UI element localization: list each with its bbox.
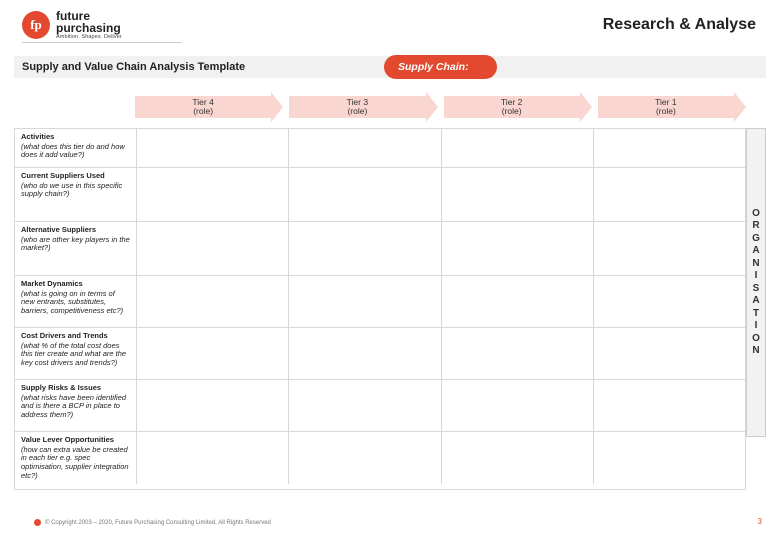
- cell[interactable]: [136, 328, 288, 379]
- copyright: © Copyright 2003 – 2020, Future Purchasi…: [34, 519, 271, 526]
- cell[interactable]: [136, 276, 288, 327]
- cell[interactable]: [441, 328, 593, 379]
- organisation-letter: O: [752, 333, 760, 346]
- logo-text: future purchasing Ambition. Shapes. Deli…: [56, 10, 122, 41]
- organisation-letter: R: [752, 220, 759, 233]
- row-label: Supply Risks & Issues (what risks have b…: [15, 380, 136, 431]
- template-title: Supply and Value Chain Analysis Template: [14, 61, 245, 73]
- row-label: Market Dynamics (what is going on in ter…: [15, 276, 136, 327]
- row-title: Market Dynamics: [21, 280, 130, 289]
- organisation-letter: G: [752, 233, 760, 246]
- cell[interactable]: [136, 432, 288, 484]
- cell[interactable]: [441, 168, 593, 221]
- organisation-letter: I: [755, 320, 758, 333]
- row-label: Cost Drivers and Trends (what % of the t…: [15, 328, 136, 379]
- row-cost-drivers: Cost Drivers and Trends (what % of the t…: [15, 328, 745, 380]
- logo-mark: fp: [22, 11, 50, 39]
- organisation-letter: T: [753, 308, 759, 321]
- organisation-letter: N: [752, 258, 759, 271]
- organisation-letter: N: [752, 345, 759, 358]
- row-label: Alternative Suppliers (who are other key…: [15, 222, 136, 275]
- organisation-letter: A: [752, 295, 759, 308]
- cell[interactable]: [288, 432, 440, 484]
- tier-sub: (role): [502, 107, 522, 116]
- page-number: 3: [758, 517, 762, 526]
- row-activities: Activities (what does this tier do and h…: [15, 129, 745, 168]
- logo-line2: purchasing: [56, 22, 122, 34]
- section-title: Research & Analyse: [603, 16, 756, 34]
- row-title: Cost Drivers and Trends: [21, 332, 130, 341]
- tier-2: Tier 2(role): [444, 92, 592, 122]
- cell[interactable]: [593, 328, 745, 379]
- header-divider: [22, 42, 182, 43]
- cell[interactable]: [593, 222, 745, 275]
- organisation-letter: S: [753, 283, 760, 296]
- row-title: Alternative Suppliers: [21, 226, 130, 235]
- row-value-levers: Value Lever Opportunities (how can extra…: [15, 432, 745, 484]
- cell[interactable]: [593, 432, 745, 484]
- row-supply-risks: Supply Risks & Issues (what risks have b…: [15, 380, 745, 432]
- cell[interactable]: [441, 276, 593, 327]
- row-desc: (how can extra value be created in each …: [21, 446, 130, 481]
- row-desc: (what risks have been identified and is …: [21, 394, 130, 420]
- cell[interactable]: [593, 276, 745, 327]
- tier-sub: (role): [347, 107, 367, 116]
- cell[interactable]: [288, 222, 440, 275]
- cell[interactable]: [441, 222, 593, 275]
- footer-divider: [14, 509, 766, 510]
- row-current-suppliers: Current Suppliers Used (who do we use in…: [15, 168, 745, 222]
- organisation-letter: A: [752, 245, 759, 258]
- cell[interactable]: [136, 129, 288, 167]
- row-desc: (what % of the total cost does this tier…: [21, 342, 130, 368]
- row-desc: (who do we use in this specific supply c…: [21, 182, 130, 199]
- row-alternative-suppliers: Alternative Suppliers (who are other key…: [15, 222, 745, 276]
- cell[interactable]: [441, 380, 593, 431]
- page: fp future purchasing Ambition. Shapes. D…: [0, 0, 780, 540]
- tier-1: Tier 1(role): [598, 92, 746, 122]
- cell[interactable]: [288, 380, 440, 431]
- cell[interactable]: [593, 168, 745, 221]
- cell[interactable]: [441, 129, 593, 167]
- row-label: Current Suppliers Used (who do we use in…: [15, 168, 136, 221]
- row-market-dynamics: Market Dynamics (what is going on in ter…: [15, 276, 745, 328]
- toolbar: Supply and Value Chain Analysis Template…: [14, 56, 766, 78]
- dot-icon: [34, 519, 41, 526]
- tier-sub: (role): [656, 107, 676, 116]
- cell[interactable]: [288, 328, 440, 379]
- tier-4: Tier 4(role): [135, 92, 283, 122]
- row-desc: (what is going on in terms of new entran…: [21, 290, 130, 316]
- tier-sub: (role): [193, 107, 213, 116]
- logo-tagline: Ambition. Shapes. Deliver: [56, 35, 122, 41]
- cell[interactable]: [288, 276, 440, 327]
- row-title: Value Lever Opportunities: [21, 436, 130, 445]
- cell[interactable]: [288, 129, 440, 167]
- organisation-sidebar: ORGANISATION: [746, 128, 766, 437]
- row-title: Supply Risks & Issues: [21, 384, 130, 393]
- analysis-grid: Activities (what does this tier do and h…: [14, 128, 746, 490]
- cell[interactable]: [593, 129, 745, 167]
- supply-chain-pill: Supply Chain:: [384, 55, 497, 79]
- organisation-letter: O: [752, 208, 760, 221]
- copyright-text: © Copyright 2003 – 2020, Future Purchasi…: [45, 520, 271, 526]
- cell[interactable]: [441, 432, 593, 484]
- cell[interactable]: [136, 222, 288, 275]
- cell[interactable]: [136, 168, 288, 221]
- organisation-letter: I: [755, 270, 758, 283]
- row-title: Activities: [21, 133, 130, 142]
- logo: fp future purchasing Ambition. Shapes. D…: [22, 10, 122, 41]
- row-desc: (who are other key players in the market…: [21, 236, 130, 253]
- tier-3: Tier 3(role): [289, 92, 437, 122]
- row-label: Value Lever Opportunities (how can extra…: [15, 432, 136, 484]
- cell[interactable]: [288, 168, 440, 221]
- row-desc: (what does this tier do and how does it …: [21, 143, 130, 160]
- tier-row: Tier 4(role) Tier 3(role) Tier 2(role) T…: [135, 92, 746, 122]
- cell[interactable]: [593, 380, 745, 431]
- row-label: Activities (what does this tier do and h…: [15, 129, 136, 167]
- row-title: Current Suppliers Used: [21, 172, 130, 181]
- cell[interactable]: [136, 380, 288, 431]
